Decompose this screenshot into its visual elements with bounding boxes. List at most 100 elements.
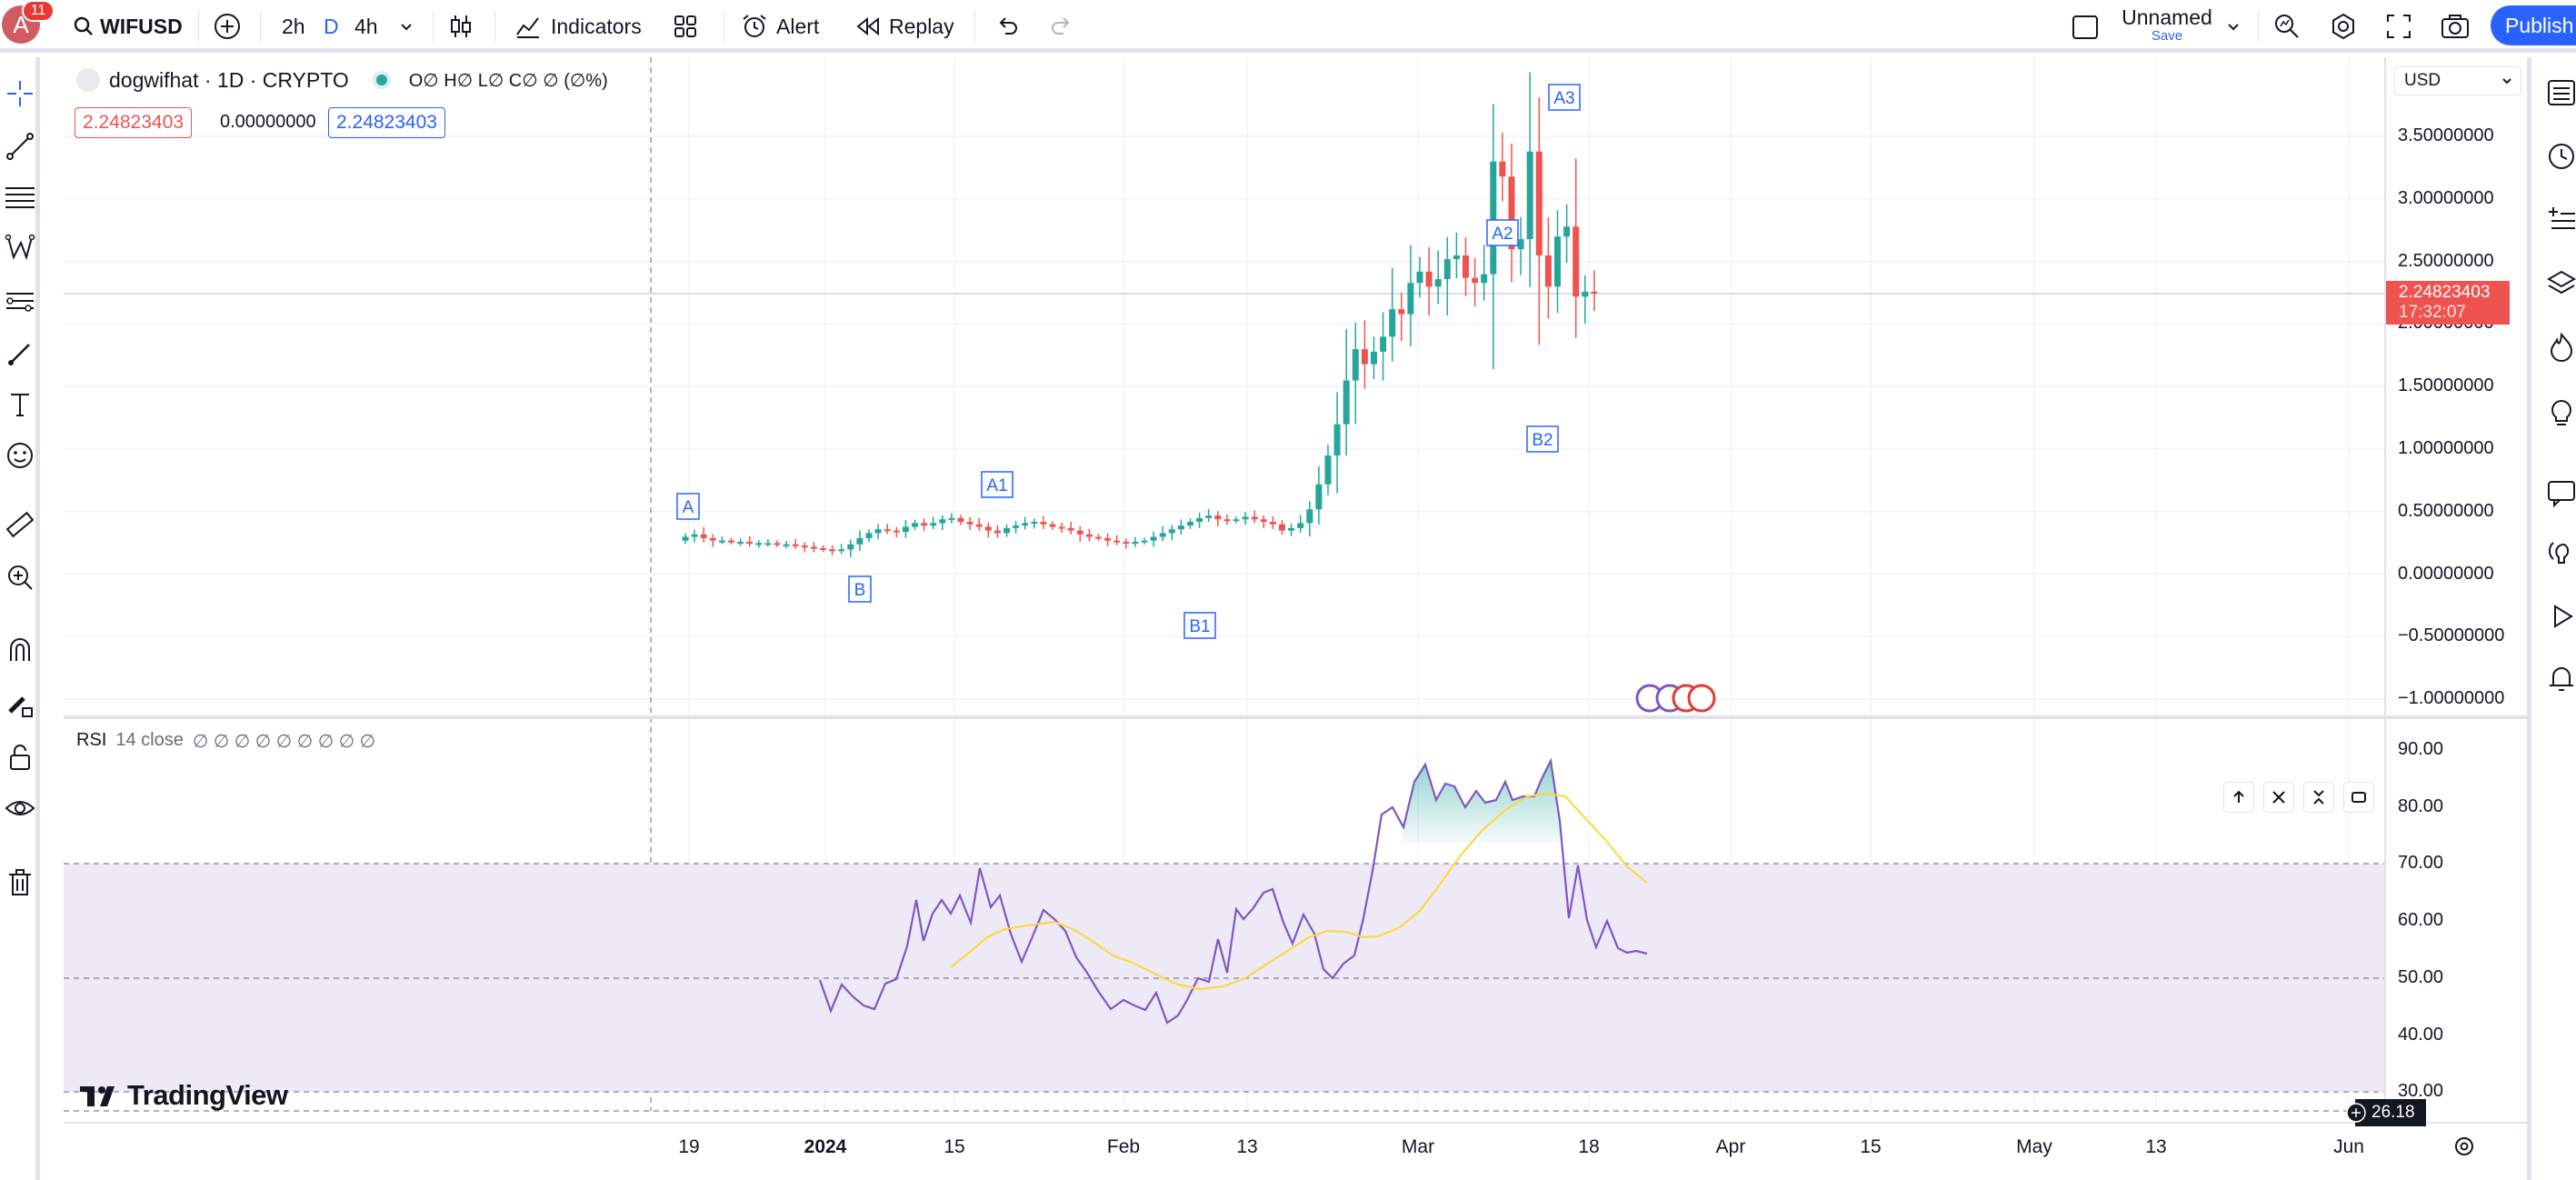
fullscreen-button[interactable] bbox=[2385, 0, 2412, 53]
chat-button[interactable] bbox=[2544, 475, 2576, 510]
candle-body bbox=[1315, 484, 1323, 510]
publish-button[interactable]: Publish bbox=[2491, 5, 2576, 45]
candle-body bbox=[1361, 349, 1368, 365]
time-tick-label: Feb bbox=[1106, 1136, 1141, 1157]
pattern-label-a1[interactable]: A1 bbox=[981, 471, 1013, 498]
candle-body bbox=[1260, 519, 1267, 523]
event-markers[interactable] bbox=[1635, 684, 1716, 713]
magnet-tool[interactable] bbox=[4, 634, 36, 666]
layout-dropdown[interactable] bbox=[2225, 0, 2242, 53]
candle-body bbox=[1123, 542, 1130, 545]
notification-badge[interactable]: 11 bbox=[22, 0, 55, 22]
candle-body bbox=[1095, 536, 1102, 539]
rsi-pane[interactable] bbox=[64, 757, 2385, 1093]
save-label[interactable]: Save bbox=[2151, 28, 2183, 44]
time-tick-label: Mar bbox=[1401, 1136, 1435, 1157]
candle-body bbox=[957, 517, 964, 523]
layout-checkbox[interactable] bbox=[2071, 0, 2100, 53]
rsi-maximize-button[interactable] bbox=[2343, 782, 2374, 813]
currency-select[interactable]: USD bbox=[2394, 66, 2521, 95]
symbol-search[interactable]: WIFUSD bbox=[73, 0, 183, 53]
symbol-legend[interactable]: dogwifhat · 1D · CRYPTO O∅ H∅ L∅ C∅ ∅ (∅… bbox=[76, 66, 608, 94]
trend-line-tool[interactable] bbox=[4, 130, 36, 163]
pattern-label-b2[interactable]: B2 bbox=[1526, 425, 1559, 453]
layout-name-button[interactable]: Unnamed Save bbox=[2120, 5, 2214, 47]
main-pane[interactable]: A B A1 B1 A2 B2 A3 bbox=[64, 57, 2385, 1111]
price-tick-label: 3.50000000 bbox=[2398, 125, 2494, 145]
emoji-tool[interactable] bbox=[4, 439, 36, 472]
measure-tool[interactable] bbox=[4, 508, 36, 541]
watchlist-button[interactable] bbox=[2544, 75, 2576, 110]
object-tree-button[interactable] bbox=[2544, 266, 2576, 301]
candle-body bbox=[1049, 524, 1056, 527]
streams-button[interactable] bbox=[2544, 534, 2576, 568]
candle-body bbox=[1526, 151, 1533, 240]
indicators-button[interactable]: Indicators bbox=[514, 0, 642, 53]
templates-button[interactable] bbox=[673, 0, 698, 53]
interval-dropdown[interactable] bbox=[398, 0, 414, 53]
fib-tool[interactable] bbox=[4, 181, 36, 214]
notifications-button[interactable] bbox=[2544, 661, 2576, 695]
pattern-label-box bbox=[1183, 612, 1216, 639]
replay-panel-button[interactable] bbox=[2544, 599, 2576, 634]
time-tick-label: 15 bbox=[1860, 1136, 1882, 1157]
pattern-tool[interactable] bbox=[4, 232, 36, 265]
hotlists-button[interactable] bbox=[2544, 330, 2576, 365]
chart-type-button[interactable] bbox=[447, 0, 474, 53]
interval-2h[interactable]: 2h bbox=[282, 0, 305, 53]
rsi-tick-label: 40.00 bbox=[2398, 1024, 2444, 1045]
event-marker-us-flag-icon[interactable] bbox=[1687, 684, 1716, 713]
quick-search-button[interactable] bbox=[2272, 0, 2301, 53]
candle-body bbox=[1472, 277, 1479, 284]
symbol-title[interactable]: dogwifhat · 1D · CRYPTO bbox=[109, 67, 349, 92]
lock-drawings-tool[interactable] bbox=[4, 741, 36, 774]
forecast-tool[interactable] bbox=[4, 285, 36, 317]
rsi-title: RSI bbox=[76, 730, 107, 750]
data-window-button[interactable] bbox=[2544, 203, 2576, 237]
pattern-label-b1[interactable]: B1 bbox=[1183, 612, 1216, 639]
sell-price-box[interactable]: 2.24823403 bbox=[75, 107, 192, 138]
candle-body bbox=[1168, 529, 1175, 534]
rsi-remove-button[interactable] bbox=[2263, 782, 2294, 813]
undo-button[interactable] bbox=[994, 0, 1020, 53]
ideas-button[interactable] bbox=[2544, 395, 2576, 430]
camera-icon bbox=[2441, 15, 2469, 38]
alert-button[interactable]: Alert bbox=[740, 0, 819, 53]
remove-drawings-tool[interactable] bbox=[4, 866, 36, 899]
tradingview-logo[interactable]: TradingView bbox=[80, 1079, 288, 1112]
stay-in-drawing-tool[interactable] bbox=[4, 688, 36, 721]
interval-d[interactable]: D bbox=[324, 0, 339, 53]
pattern-label-a3[interactable]: A3 bbox=[1548, 84, 1581, 111]
pattern-label-a[interactable]: A bbox=[676, 493, 700, 520]
candle-body bbox=[874, 529, 882, 534]
broadcast-icon bbox=[2548, 542, 2570, 564]
crosshair-tool[interactable] bbox=[4, 77, 36, 110]
settings-button[interactable] bbox=[2329, 0, 2358, 53]
rsi-cursor-badge: 26.18 bbox=[2346, 1099, 2426, 1126]
brush-tool[interactable] bbox=[4, 337, 36, 370]
buy-price-box[interactable]: 2.24823403 bbox=[328, 107, 445, 138]
hide-drawings-tool[interactable] bbox=[4, 792, 36, 825]
candle-body bbox=[1067, 527, 1074, 531]
time-axis-settings[interactable] bbox=[2451, 1133, 2478, 1160]
redo-button[interactable] bbox=[1049, 0, 1074, 53]
rsi-move-up-button[interactable] bbox=[2223, 782, 2254, 813]
pattern-label-text: A2 bbox=[1492, 225, 1513, 244]
interval-4h[interactable]: 4h bbox=[354, 0, 378, 53]
snapshot-button[interactable] bbox=[2440, 0, 2471, 53]
chart-area[interactable]: A B A1 B1 A2 B2 A3 dogwifhat · 1D · CRYPTO O∅ … bbox=[64, 57, 2527, 1180]
publish-label: Publish bbox=[2505, 13, 2574, 37]
pattern-label-a2[interactable]: A2 bbox=[1486, 219, 1519, 246]
candle-body bbox=[1269, 522, 1276, 525]
plus-circle-icon[interactable] bbox=[2344, 1101, 2368, 1125]
rsi-collapse-button[interactable] bbox=[2303, 782, 2334, 813]
alerts-panel-button[interactable] bbox=[2544, 139, 2576, 174]
pencil-lock-icon bbox=[8, 696, 33, 717]
text-tool[interactable] bbox=[4, 388, 36, 421]
rsi-legend[interactable]: RSI 14 close ∅ ∅ ∅ ∅ ∅ ∅ ∅ ∅ ∅ bbox=[76, 730, 375, 753]
zoom-tool[interactable] bbox=[4, 561, 36, 594]
compare-symbol-button[interactable] bbox=[213, 0, 242, 53]
replay-button[interactable]: Replay bbox=[854, 0, 954, 53]
pattern-label-b[interactable]: B bbox=[848, 575, 872, 603]
pattern-label-text: B bbox=[854, 581, 866, 600]
